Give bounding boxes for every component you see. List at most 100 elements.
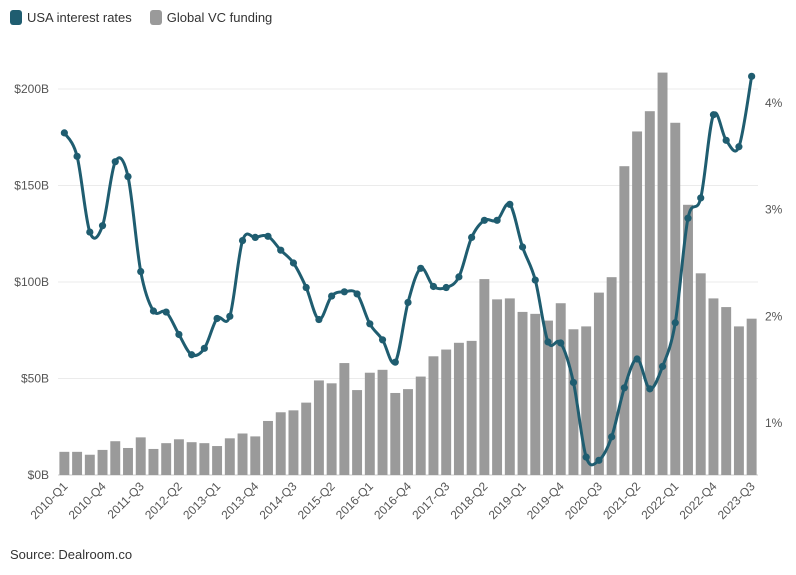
point-2021-Q2 bbox=[633, 355, 641, 363]
point-2016-Q4 bbox=[404, 298, 412, 307]
bar-2014-Q4 bbox=[301, 402, 312, 475]
bar-2017-Q3 bbox=[441, 349, 452, 475]
point-2016-Q1 bbox=[366, 320, 374, 328]
point-2020-Q1 bbox=[569, 378, 578, 387]
x-tick-label: 2012-Q2 bbox=[142, 479, 185, 522]
point-2019-Q2 bbox=[531, 276, 539, 284]
bar-2010-Q2 bbox=[72, 451, 83, 475]
point-2023-Q3 bbox=[748, 72, 756, 80]
x-tick-label: 2020-Q3 bbox=[562, 479, 605, 522]
bar-2014-Q1 bbox=[263, 420, 273, 475]
bar-2011-Q2 bbox=[123, 447, 133, 475]
point-2022-Q1 bbox=[671, 319, 679, 327]
point-2012-Q4 bbox=[200, 344, 208, 352]
point-2014-Q2 bbox=[277, 246, 285, 254]
bar-2014-Q2 bbox=[275, 412, 286, 475]
bar-2012-Q4 bbox=[199, 443, 210, 475]
point-2017-Q4 bbox=[455, 273, 463, 281]
point-2012-Q3 bbox=[188, 351, 196, 359]
bar-2015-Q1 bbox=[313, 380, 324, 475]
point-2022-Q4 bbox=[709, 111, 718, 119]
point-2012-Q1 bbox=[162, 308, 170, 316]
bar-2010-Q3 bbox=[84, 454, 95, 475]
bar-2019-Q2 bbox=[530, 313, 541, 475]
point-2017-Q1 bbox=[417, 264, 425, 272]
point-2021-Q3 bbox=[646, 385, 654, 393]
legend-item-interest-rates[interactable]: USA interest rates bbox=[10, 10, 132, 25]
x-tick-label: 2010-Q1 bbox=[28, 479, 71, 522]
line bbox=[60, 72, 756, 467]
bar-2021-Q2 bbox=[632, 131, 643, 475]
source-note: Source: Dealroom.co bbox=[10, 547, 133, 562]
bar-2020-Q2 bbox=[581, 326, 592, 475]
x-tick-label: 2017-Q3 bbox=[409, 479, 452, 522]
bar-2017-Q1 bbox=[415, 376, 426, 475]
y-left-tick-label: $50B bbox=[21, 372, 49, 386]
point-2021-Q1 bbox=[620, 384, 628, 392]
bar-2011-Q3 bbox=[135, 437, 146, 475]
bar-2021-Q1 bbox=[619, 166, 630, 475]
point-2010-Q1 bbox=[60, 129, 68, 137]
bar-2013-Q3 bbox=[237, 433, 248, 475]
y-right-tick-label: 3% bbox=[765, 203, 783, 217]
bar-2018-Q1 bbox=[466, 340, 477, 475]
x-tick-label: 2016-Q4 bbox=[371, 479, 414, 522]
point-2018-Q3 bbox=[493, 216, 501, 224]
bar-2023-Q3 bbox=[746, 318, 757, 475]
bar-2013-Q4 bbox=[250, 436, 261, 475]
y-left-tick-label: $0B bbox=[28, 468, 49, 482]
point-2011-Q1 bbox=[111, 158, 119, 166]
x-tick-label: 2019-Q4 bbox=[524, 479, 567, 522]
legend-swatch-vc-funding bbox=[149, 10, 162, 25]
bar-2015-Q3 bbox=[339, 363, 350, 475]
point-2013-Q1 bbox=[213, 314, 221, 323]
point-2019-Q3 bbox=[544, 338, 552, 346]
bar-2022-Q1 bbox=[670, 122, 681, 476]
point-2010-Q2 bbox=[73, 152, 81, 160]
bar-2015-Q2 bbox=[326, 383, 337, 475]
point-2020-Q3 bbox=[595, 456, 603, 464]
bar-2019-Q1 bbox=[517, 311, 528, 475]
point-2016-Q3 bbox=[391, 358, 399, 366]
legend-label-interest-rates: USA interest rates bbox=[27, 10, 132, 25]
bars bbox=[59, 72, 757, 476]
point-2015-Q2 bbox=[328, 292, 336, 300]
point-2012-Q2 bbox=[175, 330, 183, 339]
x-tick-label: 2016-Q1 bbox=[333, 479, 376, 522]
bar-2023-Q2 bbox=[733, 326, 744, 475]
point-2017-Q3 bbox=[442, 283, 450, 292]
bar-2010-Q1 bbox=[59, 451, 70, 475]
x-tick-label: 2013-Q4 bbox=[218, 479, 261, 522]
x-tick-label: 2019-Q1 bbox=[486, 479, 529, 522]
point-2023-Q2 bbox=[735, 143, 743, 151]
y-right-tick-label: 1% bbox=[765, 416, 783, 430]
bar-2016-Q1 bbox=[364, 372, 375, 475]
bar-2021-Q3 bbox=[644, 111, 655, 475]
bar-2012-Q1 bbox=[161, 443, 172, 475]
bar-2015-Q4 bbox=[352, 390, 363, 475]
point-2013-Q4 bbox=[251, 233, 259, 241]
point-2011-Q2 bbox=[124, 173, 132, 181]
bar-2016-Q4 bbox=[403, 389, 413, 475]
bar-2011-Q4 bbox=[148, 448, 159, 475]
bar-2013-Q2 bbox=[224, 438, 235, 475]
bar-2023-Q1 bbox=[721, 307, 732, 475]
bar-2020-Q1 bbox=[568, 329, 579, 475]
bar-2017-Q2 bbox=[428, 356, 439, 475]
point-2017-Q2 bbox=[429, 282, 438, 291]
point-2022-Q3 bbox=[697, 194, 705, 202]
point-2020-Q2 bbox=[582, 453, 590, 461]
point-2014-Q1 bbox=[264, 232, 272, 240]
point-2014-Q3 bbox=[289, 259, 298, 267]
legend-item-vc-funding[interactable]: Global VC funding bbox=[149, 10, 272, 25]
legend-swatch-interest-rates bbox=[10, 10, 22, 25]
x-tick-label: 2010-Q4 bbox=[66, 479, 109, 522]
point-2022-Q2 bbox=[684, 214, 692, 222]
bar-2019-Q4 bbox=[555, 303, 566, 475]
legend: USA interest rates Global VC funding bbox=[10, 10, 272, 25]
x-tick-label: 2013-Q1 bbox=[180, 479, 223, 522]
bar-2010-Q4 bbox=[97, 449, 108, 475]
point-2015-Q3 bbox=[340, 288, 348, 296]
y-right-tick-label: 2% bbox=[765, 309, 783, 323]
